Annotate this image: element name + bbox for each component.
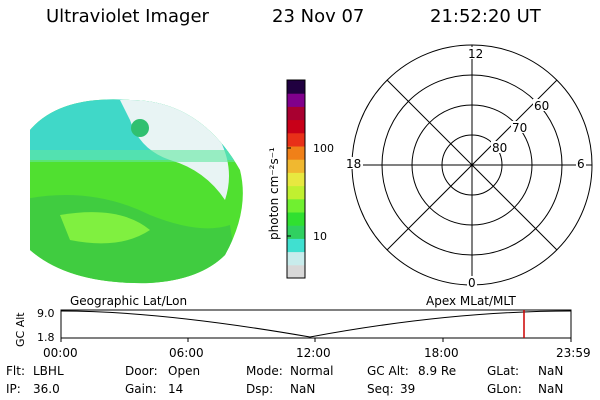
timeline-y-tick-1: 1.8 bbox=[37, 331, 55, 344]
mode-value: Normal bbox=[290, 364, 334, 378]
instrument-title: Ultraviolet Imager bbox=[46, 6, 209, 27]
door-value: Open bbox=[168, 364, 201, 378]
flt-value: LBHL bbox=[33, 364, 64, 378]
timeline-x-tick-2359: 23:59 bbox=[556, 346, 591, 360]
flt-label: Flt: bbox=[6, 364, 25, 378]
gain-value: 14 bbox=[168, 382, 184, 396]
timeline-x-tick-0000: 00:00 bbox=[43, 346, 78, 360]
timeline-x-tick-1200: 12:00 bbox=[296, 346, 331, 360]
mode-label: Mode: bbox=[246, 364, 283, 378]
timeline-x-tick-0600: 06:00 bbox=[169, 346, 204, 360]
gcalt-label: GC Alt: bbox=[367, 364, 409, 378]
lat-label-70: 70 bbox=[512, 121, 527, 135]
colorbar-swatch bbox=[287, 264, 305, 279]
gain-label: Gain: bbox=[125, 382, 157, 396]
colorbar-swatch bbox=[287, 119, 305, 134]
glon-label: GLon: bbox=[487, 382, 522, 396]
colorbar-swatch bbox=[287, 80, 305, 94]
gcalt-value: 8.9 Re bbox=[418, 364, 457, 378]
colorbar-swatch bbox=[287, 146, 305, 160]
auroral-image bbox=[30, 99, 243, 284]
glon-value: NaN bbox=[538, 382, 564, 396]
colorbar: 100 10 photon cm⁻²s⁻¹ bbox=[267, 79, 334, 279]
lat-label-80: 80 bbox=[492, 141, 507, 155]
glat-value: NaN bbox=[538, 364, 564, 378]
door-label: Door: bbox=[125, 364, 158, 378]
colorbar-tick-100: 100 bbox=[313, 142, 334, 155]
ip-label: IP: bbox=[6, 382, 21, 396]
colorbar-swatch bbox=[287, 159, 305, 173]
colorbar-swatch bbox=[287, 93, 305, 107]
seq-value: 39 bbox=[400, 382, 416, 396]
mlt-label-12: 12 bbox=[468, 47, 483, 61]
lat-label-60: 60 bbox=[534, 99, 549, 113]
orbit-timeline: Geographic Lat/Lon Apex MLat/MLT GC Alt … bbox=[14, 294, 591, 360]
timeline-right-label: Apex MLat/MLT bbox=[426, 294, 516, 308]
colorbar-swatch bbox=[287, 132, 305, 147]
image-time: 21:52:20 UT bbox=[430, 6, 541, 27]
colorbar-swatch bbox=[287, 251, 305, 266]
timeline-x-tick-1800: 18:00 bbox=[424, 346, 459, 360]
polar-grid bbox=[351, 44, 593, 286]
colorbar-swatch bbox=[287, 225, 305, 239]
mlt-label-6: 6 bbox=[577, 157, 585, 171]
glat-label: GLat: bbox=[487, 364, 520, 378]
colorbar-swatch bbox=[287, 172, 305, 187]
dsp-label: Dsp: bbox=[246, 382, 274, 396]
colorbar-swatch bbox=[287, 238, 305, 253]
colorbar-tick-10: 10 bbox=[313, 230, 327, 243]
colorbar-unit-label: photon cm⁻²s⁻¹ bbox=[267, 147, 281, 240]
ip-value: 36.0 bbox=[33, 382, 60, 396]
timeline-left-label: Geographic Lat/Lon bbox=[70, 294, 187, 308]
colorbar-swatch bbox=[287, 185, 305, 200]
colorbar-swatch bbox=[287, 212, 305, 226]
seq-label: Seq: bbox=[367, 382, 394, 396]
timeline-y-axis-label: GC Alt bbox=[14, 312, 27, 347]
image-date: 23 Nov 07 bbox=[272, 6, 365, 27]
colorbar-swatch bbox=[287, 106, 305, 121]
timeline-y-tick-9: 9.0 bbox=[37, 307, 55, 320]
mlt-label-0: 0 bbox=[468, 276, 476, 290]
colorbar-swatch bbox=[287, 198, 305, 213]
dsp-value: NaN bbox=[290, 382, 316, 396]
mlt-label-18: 18 bbox=[346, 157, 361, 171]
